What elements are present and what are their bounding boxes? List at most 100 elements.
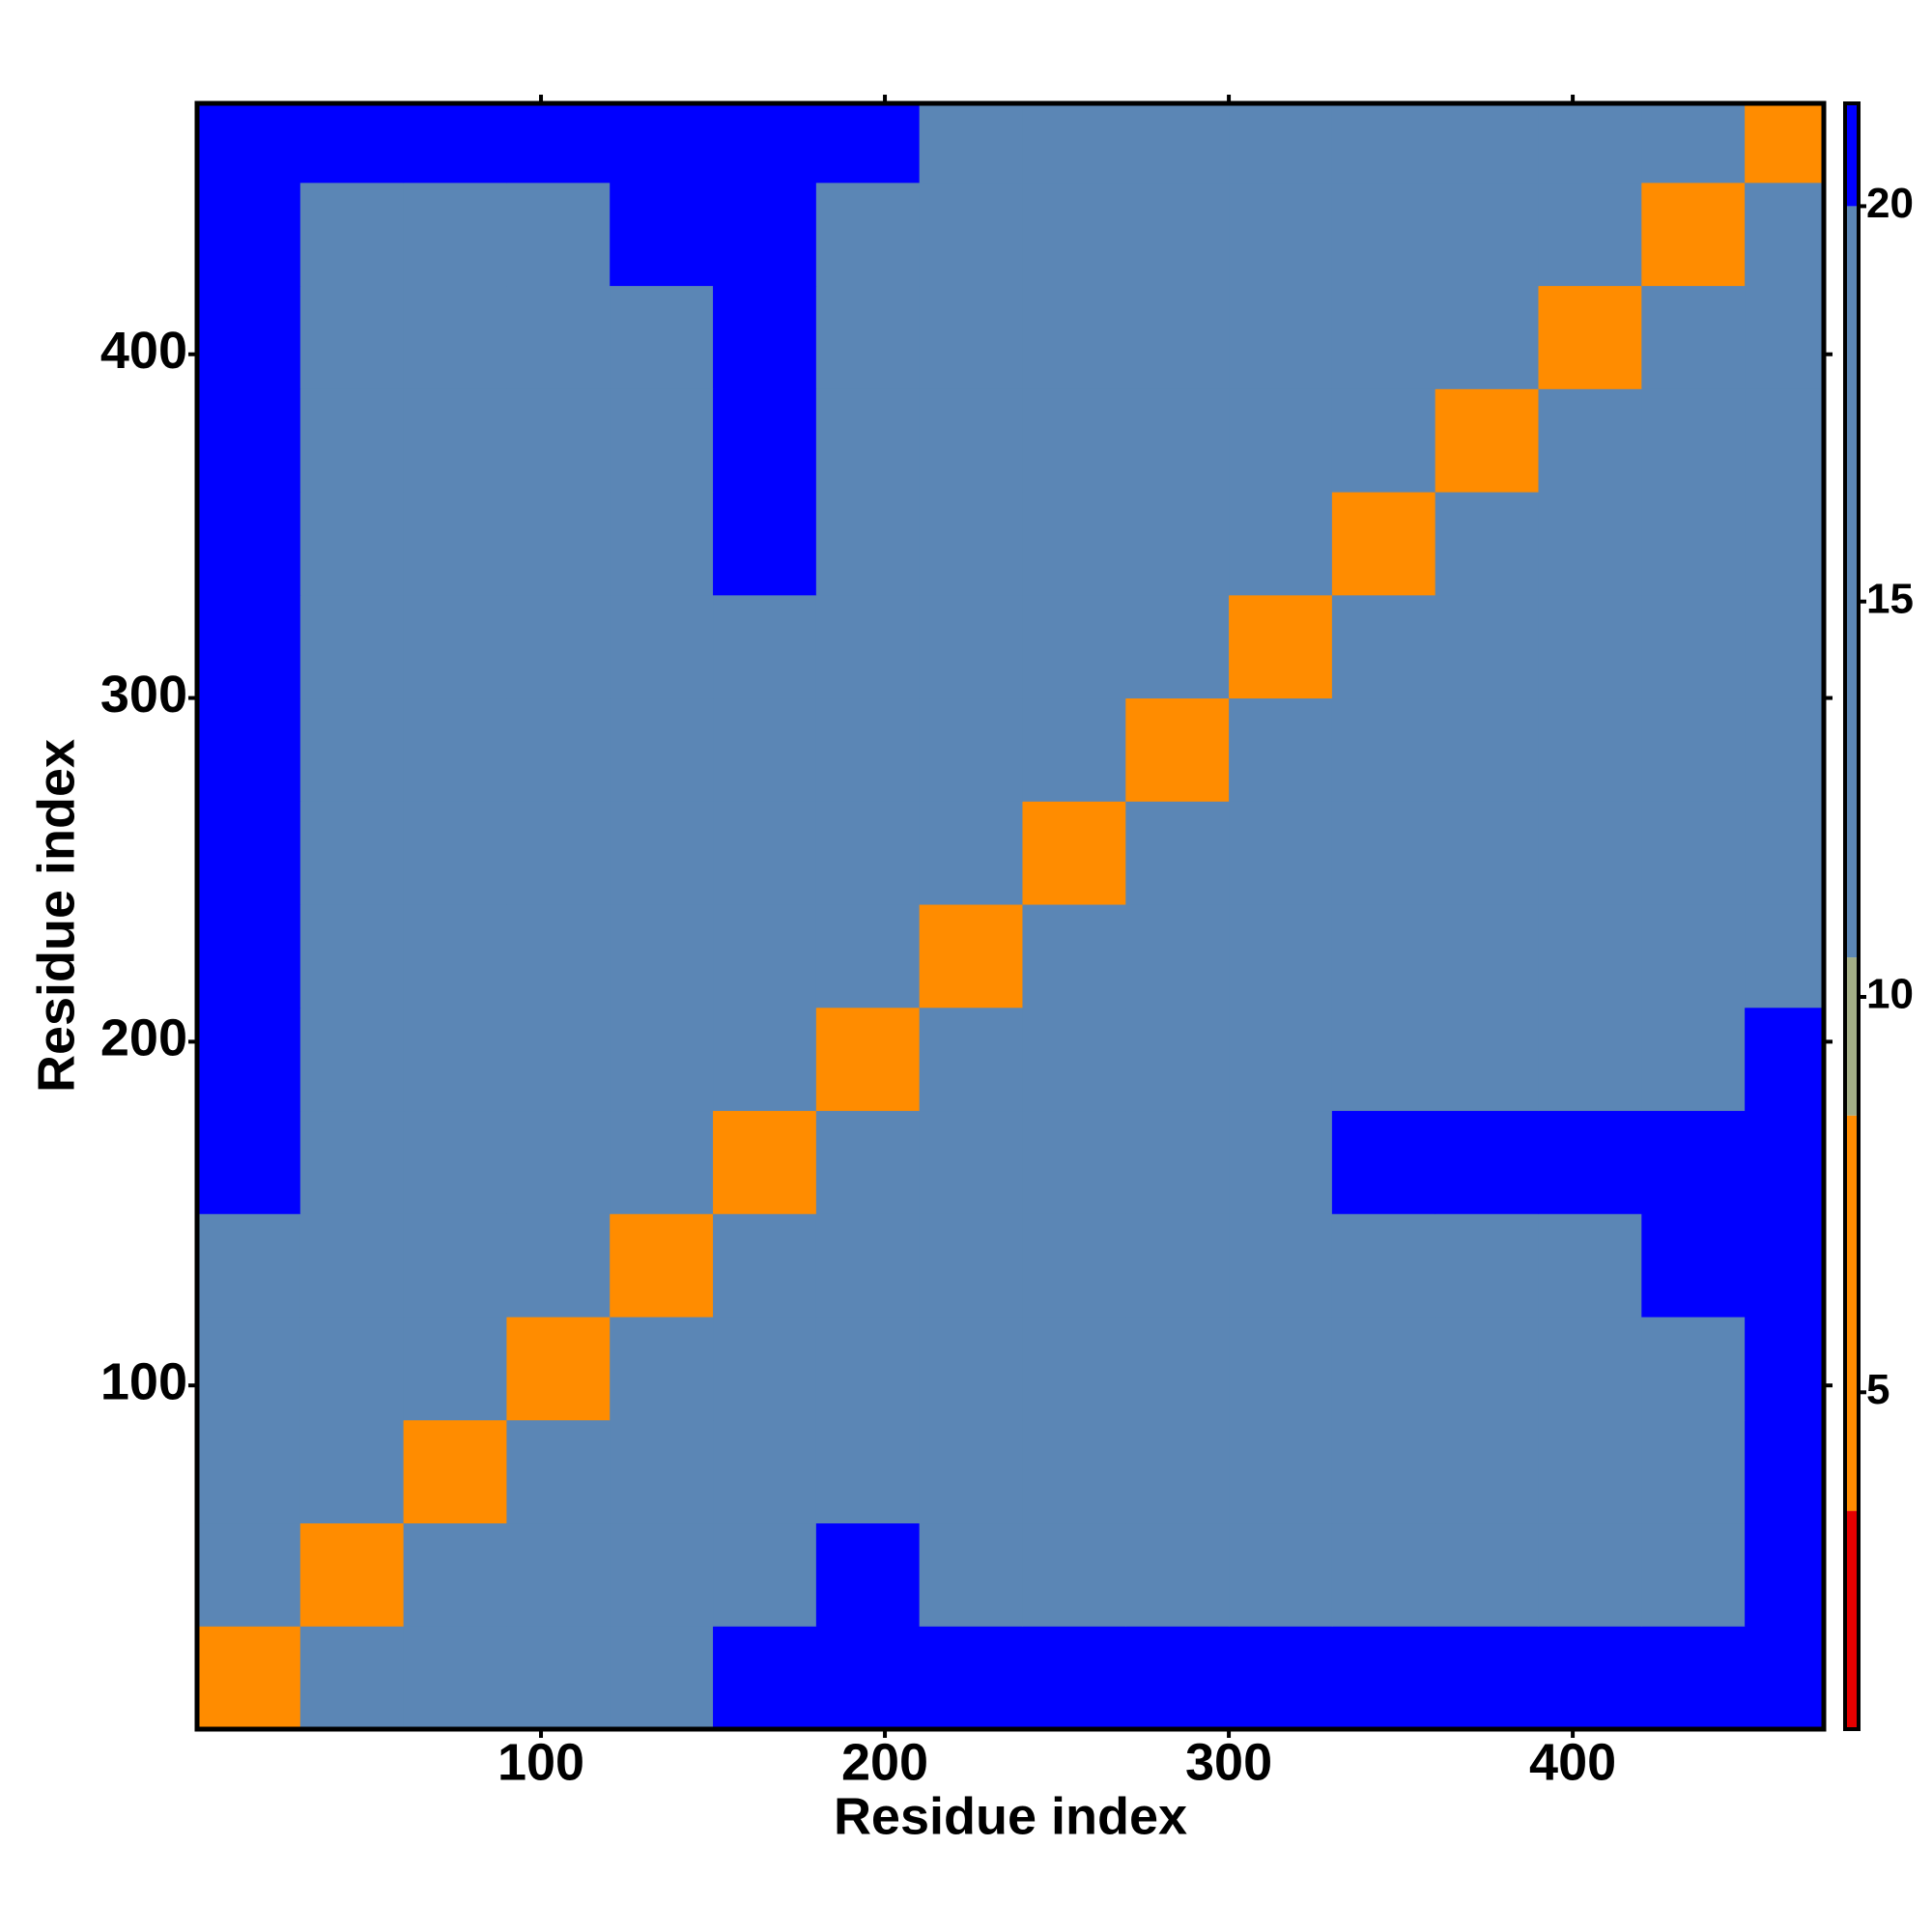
heatmap-cell [1641,904,1746,1009]
heatmap-cell [815,103,921,184]
heatmap-cell [815,492,921,596]
heatmap-cell [1331,1007,1436,1112]
heatmap-cell [713,1522,817,1627]
heatmap-cell [1538,697,1642,802]
heatmap-cell [1745,285,1824,389]
heatmap-cell [506,801,611,905]
colorbar-tick-label: 15 [1866,575,1914,622]
x-tick-label: 200 [841,1733,928,1791]
heatmap-cell [506,492,611,596]
colorbar-tick-label: 5 [1866,1366,1889,1413]
heatmap-cell [506,182,611,287]
heatmap-cell [713,594,817,699]
heatmap-cell [299,594,405,699]
heatmap-cell [713,1213,817,1318]
y-tick-label: 300 [100,666,187,724]
heatmap-cell [299,697,405,802]
heatmap-cell [1022,103,1126,184]
heatmap-cell [610,1626,714,1729]
heatmap-cell [1022,1626,1126,1729]
heatmap-cell [815,801,921,905]
heatmap-cell [713,1626,817,1729]
heatmap-cell [1435,1110,1539,1214]
heatmap-cell [1125,1419,1230,1524]
heatmap-cell [1641,1419,1746,1524]
heatmap-cell [1125,801,1230,905]
heatmap-cell [919,182,1023,287]
heatmap-cell [197,1419,301,1524]
x-axis-title: Residue index [834,1787,1187,1845]
colorbar-band [1845,957,1859,1116]
heatmap-cell [1331,1110,1436,1214]
heatmap-cell [1125,594,1230,699]
heatmap-cell [506,1110,611,1214]
heatmap-cell [1331,1213,1436,1318]
heatmap-cell [403,801,507,905]
heatmap-cell [1331,801,1436,905]
heatmap-cell [1125,1007,1230,1112]
heatmap-cell [299,904,405,1009]
heatmap-cell [1125,1317,1230,1421]
heatmap-cell [610,1419,714,1524]
heatmap-cell [610,904,714,1009]
heatmap-cell [1331,1626,1436,1729]
heatmap-cell [919,103,1023,184]
heatmap-cell [713,1317,817,1421]
heatmap-cell [1125,1213,1230,1318]
heatmap-cell [1229,594,1333,699]
heatmap-cell [713,801,817,905]
heatmap-cell [1745,1007,1824,1112]
heatmap-cell [610,1007,714,1112]
colorbar-band [1845,206,1859,958]
heatmap-cell [815,594,921,699]
heatmap-cell [197,697,301,802]
heatmap-cell [1125,1522,1230,1627]
heatmap-cell [919,801,1023,905]
heatmap-cell [197,801,301,905]
heatmap-cell [299,1626,405,1729]
heatmap-cell [1229,1213,1333,1318]
heatmap-cell [1331,1419,1436,1524]
heatmap-cell [197,103,301,184]
heatmap-cell [506,594,611,699]
heatmap-cell [1538,1110,1642,1214]
heatmap-cell [506,285,611,389]
heatmap-cell [919,1419,1023,1524]
heatmap-cell [713,1110,817,1214]
heatmap-cells [197,103,1824,1729]
heatmap-cell [919,285,1023,389]
heatmap-cell [403,1626,507,1729]
heatmap-cell [815,1213,921,1318]
heatmap-cell [299,1213,405,1318]
heatmap-cell [1745,697,1824,802]
heatmap-cell [610,388,714,493]
heatmap-cell [610,1522,714,1627]
heatmap-cell [197,1007,301,1112]
heatmap-cell [403,904,507,1009]
heatmap-cell [1022,1110,1126,1214]
heatmap-cell [1435,1007,1539,1112]
heatmap-cell [1435,182,1539,287]
heatmap-cell [1641,1317,1746,1421]
heatmap-cell [1641,1626,1746,1729]
heatmap-cell [815,1317,921,1421]
heatmap-cell [1745,904,1824,1009]
heatmap-cell [403,103,507,184]
heatmap-cell [1022,285,1126,389]
heatmap-cell [197,182,301,287]
heatmap-cell [1641,697,1746,802]
heatmap-cell [919,492,1023,596]
heatmap-cell [1745,801,1824,905]
heatmap-cell [1745,1522,1824,1627]
heatmap-cell [1538,594,1642,699]
heatmap-cell [1331,1317,1436,1421]
heatmap-cell [197,492,301,596]
heatmap-cell [299,285,405,389]
heatmap-cell [1022,1317,1126,1421]
heatmap-cell [815,904,921,1009]
heatmap-cell [403,1419,507,1524]
heatmap-cell [299,1007,405,1112]
heatmap-cell [1641,1007,1746,1112]
heatmap-cell [1538,1419,1642,1524]
